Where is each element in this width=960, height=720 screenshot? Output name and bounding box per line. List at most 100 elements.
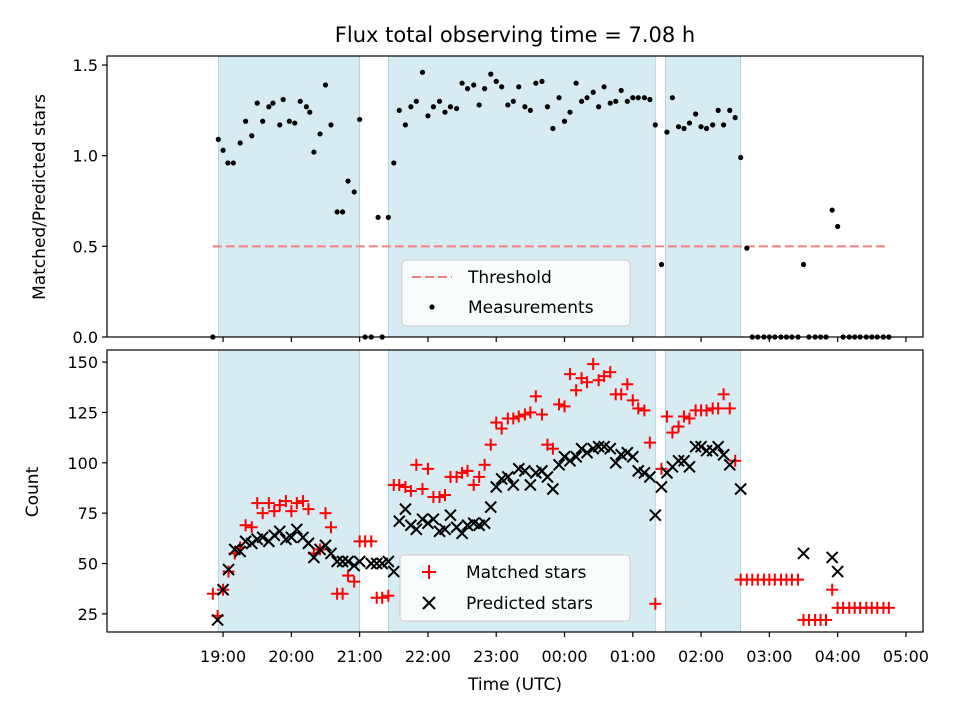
y-tick-label: 0.0: [73, 328, 98, 347]
measurement-point: [430, 104, 436, 110]
y-tick-label: 1.0: [73, 147, 98, 166]
measurement-point: [396, 107, 402, 113]
measurement-point: [447, 104, 454, 110]
predicted-star-point: [285, 531, 298, 544]
measurement-point: [286, 118, 292, 124]
measurement-point: [732, 115, 738, 121]
measurement-point: [829, 207, 835, 213]
predicted-star-point: [501, 470, 515, 484]
measurement-point: [476, 102, 482, 108]
predicted-star-point: [347, 559, 361, 572]
x-tick-label: 03:00: [746, 647, 792, 666]
matched-star-point: [678, 410, 691, 423]
matched-star-point: [712, 402, 725, 415]
measurement-point: [230, 160, 236, 166]
predicted-star-point: [694, 440, 708, 453]
matched-star-point: [621, 378, 634, 391]
legend-matched-label: Matched stars: [466, 563, 586, 583]
observing-window: [217, 349, 361, 633]
measurement-point: [652, 122, 658, 128]
measurement-point: [322, 82, 329, 88]
predicted-star-point: [444, 508, 457, 522]
matched-star-point: [700, 404, 713, 417]
predicted-star-point: [387, 565, 401, 578]
bottom-panel: 25 50 75 100 125 150 19:00 20:00 21:00 22:00 23:0…: [23, 349, 929, 695]
matched-star-point: [336, 587, 349, 600]
matched-star-point: [826, 583, 839, 596]
matched-star-point: [478, 458, 491, 471]
measurement-point: [698, 124, 704, 130]
legend-predicted-label: Predicted stars: [466, 594, 593, 614]
predicted-star-point: [211, 613, 224, 627]
predicted-star-point: [416, 512, 429, 526]
measurement-point: [413, 98, 419, 104]
predicted-star-point: [319, 539, 332, 552]
predicted-star-point: [256, 531, 269, 544]
matched-star-point: [256, 507, 269, 520]
matched-star-point: [655, 462, 668, 475]
y-tick-label: 150: [67, 353, 98, 372]
measurement-point: [516, 84, 522, 90]
matched-star-point: [524, 406, 537, 419]
measurement-point: [334, 209, 340, 215]
predicted-star-point: [649, 508, 662, 522]
matched-star-point: [273, 499, 286, 512]
y-tick-label: 1.5: [73, 56, 98, 75]
measurement-point: [510, 98, 516, 104]
matched-star-point: [717, 388, 730, 401]
measurement-point: [505, 102, 511, 108]
measurement-point: [277, 122, 283, 128]
predicted-star-point: [711, 440, 725, 453]
measurement-point: [280, 96, 286, 103]
measurement-point: [220, 147, 226, 153]
matched-star-point: [723, 402, 736, 415]
measurement-point: [385, 214, 391, 220]
predicted-star-point: [233, 545, 247, 558]
predicted-star-point: [324, 547, 338, 560]
measurement-point: [237, 140, 243, 146]
matched-star-point: [643, 436, 656, 449]
measurement-point: [345, 178, 351, 184]
predicted-star-point: [575, 442, 588, 455]
x-tick-label: 19:00: [200, 647, 246, 666]
measurement-point: [835, 223, 841, 230]
predicted-star-point: [216, 583, 230, 596]
predicted-star-point: [626, 450, 639, 463]
measurement-point: [727, 107, 733, 113]
matched-star-point: [649, 597, 662, 610]
matched-star-point: [279, 495, 292, 508]
predicted-star-point: [455, 527, 469, 540]
matched-star-point: [529, 390, 542, 403]
measurement-point: [499, 84, 505, 90]
matched-star-point: [507, 412, 520, 425]
predicted-star-point: [336, 555, 349, 568]
matched-star-point: [604, 366, 617, 379]
matched-star-point: [495, 422, 508, 435]
x-axis-label: Time (UTC): [467, 675, 562, 695]
measurement-point: [550, 125, 556, 132]
y-tick-label: 100: [67, 454, 98, 473]
measurement-point: [539, 78, 545, 84]
measurement-point: [647, 96, 653, 103]
measurement-point: [270, 100, 276, 106]
matched-star-point: [222, 565, 235, 578]
measurement-point: [357, 116, 363, 123]
matched-star-point: [512, 410, 525, 423]
measurement-point: [624, 98, 630, 104]
predicted-star-point: [410, 523, 423, 536]
predicted-star-point: [438, 523, 452, 536]
chart-title: Flux total observing time = 7.08 h: [335, 23, 695, 47]
predicted-star-point: [421, 517, 435, 530]
x-tick-label: 23:00: [473, 647, 519, 666]
x-tick-label: 20:00: [268, 647, 314, 666]
predicted-star-point: [341, 555, 355, 568]
x-tick-label: 05:00: [883, 647, 929, 666]
predicted-star-point: [382, 555, 395, 568]
measurement-point: [675, 124, 682, 130]
predicted-star-point: [546, 482, 560, 496]
measurement-point: [488, 71, 494, 77]
measurement-point: [482, 86, 488, 92]
predicted-star-point: [592, 440, 605, 453]
bottom-y-ticks: 25 50 75 100 125 150: [67, 353, 107, 624]
top-legend-box: [401, 259, 631, 327]
